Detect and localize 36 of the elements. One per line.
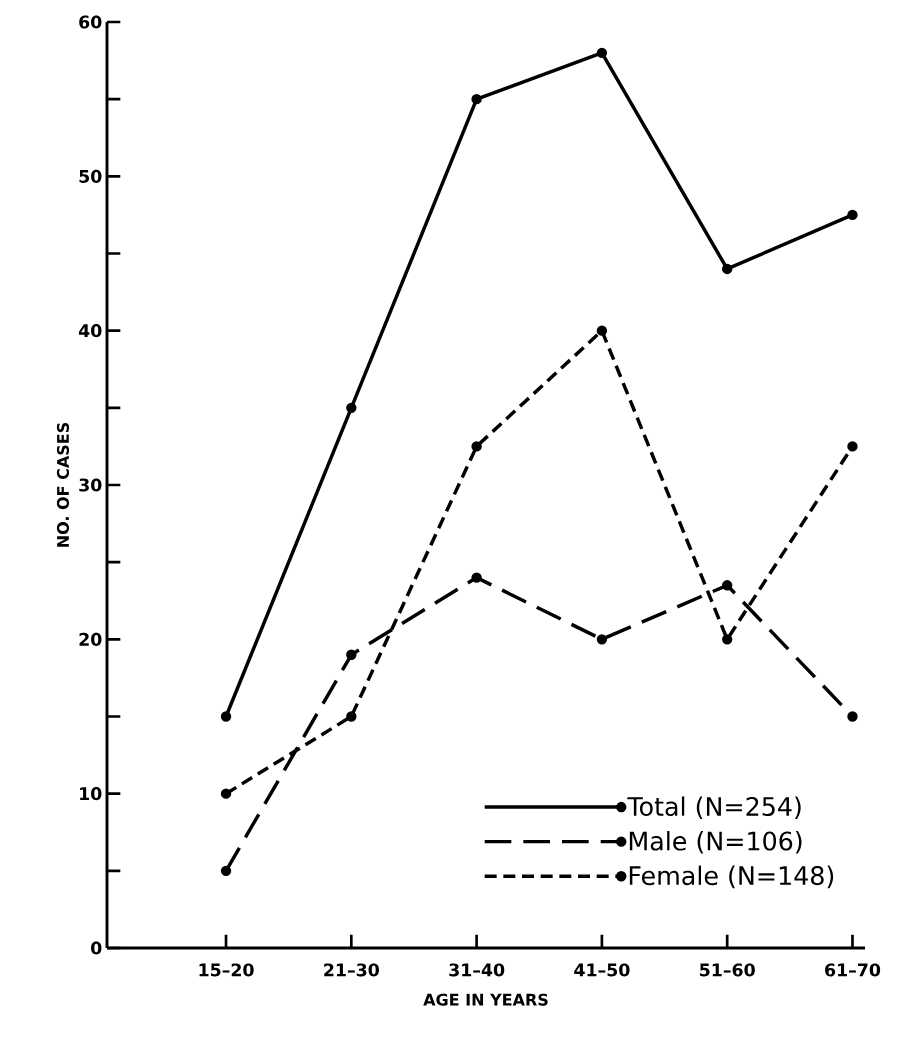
y-axis-title: NO. OF CASES: [56, 422, 70, 547]
point: [721, 263, 733, 275]
y-tick-label: 10: [80, 787, 102, 801]
point: [471, 572, 482, 583]
y-tick-label: 30: [79, 478, 102, 492]
point: [471, 441, 482, 452]
legend-label: Total (N=254): [627, 796, 801, 820]
y-tick-label: 50: [79, 169, 102, 183]
point: [220, 788, 232, 799]
y-tick-label: 20: [79, 632, 102, 646]
point: [346, 649, 357, 660]
x-tick-label: 61–70: [825, 963, 881, 977]
point: [596, 47, 608, 59]
point: [596, 325, 608, 336]
point: [220, 711, 232, 722]
point: [847, 441, 858, 452]
point: [346, 711, 357, 722]
x-tick-label: 51–60: [700, 963, 755, 977]
point: [220, 865, 232, 877]
x-tick-label: 15–20: [199, 963, 254, 977]
point: [596, 634, 608, 645]
x-axis-title: AGE IN YEARS: [423, 993, 548, 1006]
point: [471, 93, 482, 105]
legend-label: Female (N=148): [629, 865, 834, 889]
y-tick-label: 60: [79, 15, 102, 29]
legend-label: Male (N=106): [629, 831, 802, 854]
x-tick-label: 41–50: [574, 963, 630, 977]
y-tick-label: 40: [78, 324, 102, 338]
point: [847, 711, 858, 722]
point: [346, 402, 357, 414]
point: [721, 580, 733, 591]
point: [721, 634, 733, 645]
point: [847, 209, 858, 221]
x-tick-label: 21–30: [324, 963, 379, 977]
y-tick-label: 0: [91, 941, 102, 955]
x-tick-label: 31–40: [449, 963, 505, 977]
